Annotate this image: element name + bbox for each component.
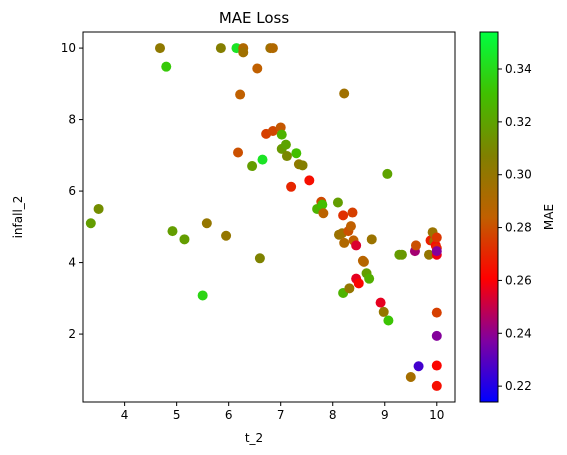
data-point [318, 208, 329, 219]
data-point [431, 232, 442, 243]
x-tick-label: 4 [121, 408, 129, 422]
data-point [247, 161, 258, 172]
data-point [410, 240, 421, 251]
data-point [233, 147, 244, 158]
data-point [221, 230, 232, 241]
y-axis-label: infall_2 [11, 196, 25, 239]
data-point [396, 249, 407, 260]
data-point [382, 168, 393, 179]
data-point [291, 148, 302, 159]
data-point [431, 246, 442, 257]
data-point [317, 199, 328, 210]
plot-area-frame [82, 31, 456, 403]
data-point [375, 297, 386, 308]
colorbar [479, 31, 499, 403]
data-point [339, 88, 350, 99]
data-point [201, 218, 212, 229]
data-point [257, 154, 268, 165]
y-tick-label: 10 [61, 41, 76, 55]
data-point [405, 371, 416, 382]
x-tick-label: 9 [381, 408, 389, 422]
data-point [431, 330, 442, 341]
data-point [238, 47, 249, 58]
data-point [413, 361, 424, 372]
chart-title: MAE Loss [219, 9, 290, 27]
data-point [267, 126, 278, 137]
data-point [353, 278, 364, 289]
colorbar-tick-label: 0.30 [505, 168, 532, 182]
data-point [339, 237, 350, 248]
data-point [167, 226, 178, 237]
data-point [378, 306, 389, 317]
data-point [254, 253, 265, 264]
data-point [344, 283, 355, 294]
data-point [179, 234, 190, 245]
data-point [431, 360, 442, 371]
y-tick-label: 4 [68, 256, 76, 270]
data-point [364, 273, 375, 284]
colorbar-ticks: 0.22 0.24 0.26 0.28 0.30 0.32 0.34 [498, 62, 532, 393]
data-point [358, 256, 369, 267]
data-point [351, 240, 362, 251]
colorbar-tick-label: 0.28 [505, 221, 532, 235]
data-point [235, 89, 246, 100]
data-point [338, 210, 349, 221]
data-point [383, 315, 394, 326]
data-point [276, 129, 287, 140]
colorbar-tick-label: 0.22 [505, 379, 532, 393]
data-point [366, 234, 377, 245]
data-point [431, 307, 442, 318]
data-point [281, 151, 292, 162]
data-point [304, 175, 315, 186]
data-point [85, 218, 96, 229]
data-point [332, 197, 343, 208]
x-tick-label: 6 [225, 408, 233, 422]
x-tick-label: 5 [173, 408, 181, 422]
data-point [347, 207, 358, 218]
data-point [431, 380, 442, 391]
y-tick-label: 2 [68, 327, 76, 341]
data-point [252, 63, 263, 74]
y-tick-label: 8 [68, 113, 76, 127]
colorbar-tick-label: 0.32 [505, 115, 532, 129]
data-point [161, 61, 172, 72]
data-point [267, 43, 278, 54]
x-tick-label: 7 [277, 408, 285, 422]
colorbar-tick-label: 0.26 [505, 273, 532, 287]
data-point [280, 139, 291, 150]
data-point [215, 43, 226, 54]
data-point [197, 290, 208, 301]
data-point [423, 249, 434, 260]
x-tick-label: 10 [429, 408, 444, 422]
y-tick-label: 6 [68, 184, 76, 198]
data-points [85, 43, 442, 391]
data-point [297, 160, 308, 171]
x-axis-ticks: 4 5 6 7 8 9 10 [121, 402, 444, 422]
data-point [155, 43, 166, 54]
colorbar-tick-label: 0.24 [505, 326, 532, 340]
data-point [345, 221, 356, 232]
colorbar-tick-label: 0.34 [505, 62, 532, 76]
colorbar-label: MAE [542, 204, 556, 230]
x-tick-label: 8 [329, 408, 337, 422]
data-point [93, 203, 104, 214]
y-axis-ticks: 2 4 6 8 10 [61, 41, 83, 341]
x-axis-label: t_2 [245, 431, 263, 445]
data-point [286, 181, 297, 192]
